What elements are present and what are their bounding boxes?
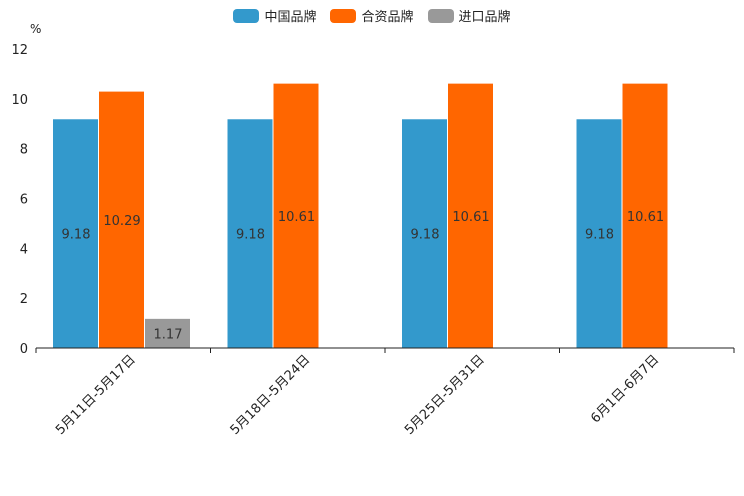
legend-swatch-joint [330,8,357,23]
data-label-s1-c0: 10.29 [103,214,140,229]
data-label-s1-c2: 10.61 [452,210,489,225]
x-tick-label-3: 6月1日-6月7日 [588,352,662,426]
data-label-s1-c3: 10.61 [627,210,664,225]
x-tick-label-2: 5月25日-5月31日 [402,352,488,438]
x-tick-label-1: 5月18日-5月24日 [228,352,314,438]
legend-label-import: 进口品牌 [458,10,511,25]
data-label-s0-c1: 9.18 [236,228,265,243]
bar-s1-c1 [273,83,319,349]
bar-s1-c2 [448,83,493,349]
bar-s1-c0 [99,91,144,349]
bar-s2-c0 [145,318,190,348]
chart-legend: 中国品牌 合资品牌 进口品牌 [0,6,744,25]
bar-s1-c3 [622,83,668,349]
x-tick-label-0: 5月11日-5月17日 [53,352,139,438]
bar-s0-c2 [402,119,447,348]
y-tick-label-1: 2 [20,292,28,307]
legend-swatch-import [427,8,454,23]
y-tick-label-4: 8 [20,143,28,158]
y-tick-label-2: 4 [20,242,28,257]
y-axis-unit: % [30,22,42,36]
y-tick-label-6: 12 [11,43,28,58]
legend-item-joint[interactable]: 合资品牌 [330,6,414,25]
data-label-s1-c1: 10.61 [278,210,315,225]
legend-item-china[interactable]: 中国品牌 [233,6,316,25]
legend-label-joint: 合资品牌 [361,10,414,25]
y-tick-label-3: 6 [20,193,28,208]
data-label-s0-c3: 9.18 [585,228,614,243]
data-label-s0-c2: 9.18 [411,228,440,243]
legend-label-china: 中国品牌 [264,10,317,25]
y-tick-label-0: 0 [20,342,28,357]
bar-s0-c1 [227,119,273,348]
data-label-s0-c0: 9.18 [62,228,91,243]
legend-item-import[interactable]: 进口品牌 [427,6,511,25]
bar-s0-c3 [576,119,622,348]
data-label-s2-c0: 1.17 [154,327,183,342]
y-tick-label-5: 10 [11,93,28,108]
bar-s0-c0 [53,119,98,348]
legend-swatch-china [233,8,260,23]
